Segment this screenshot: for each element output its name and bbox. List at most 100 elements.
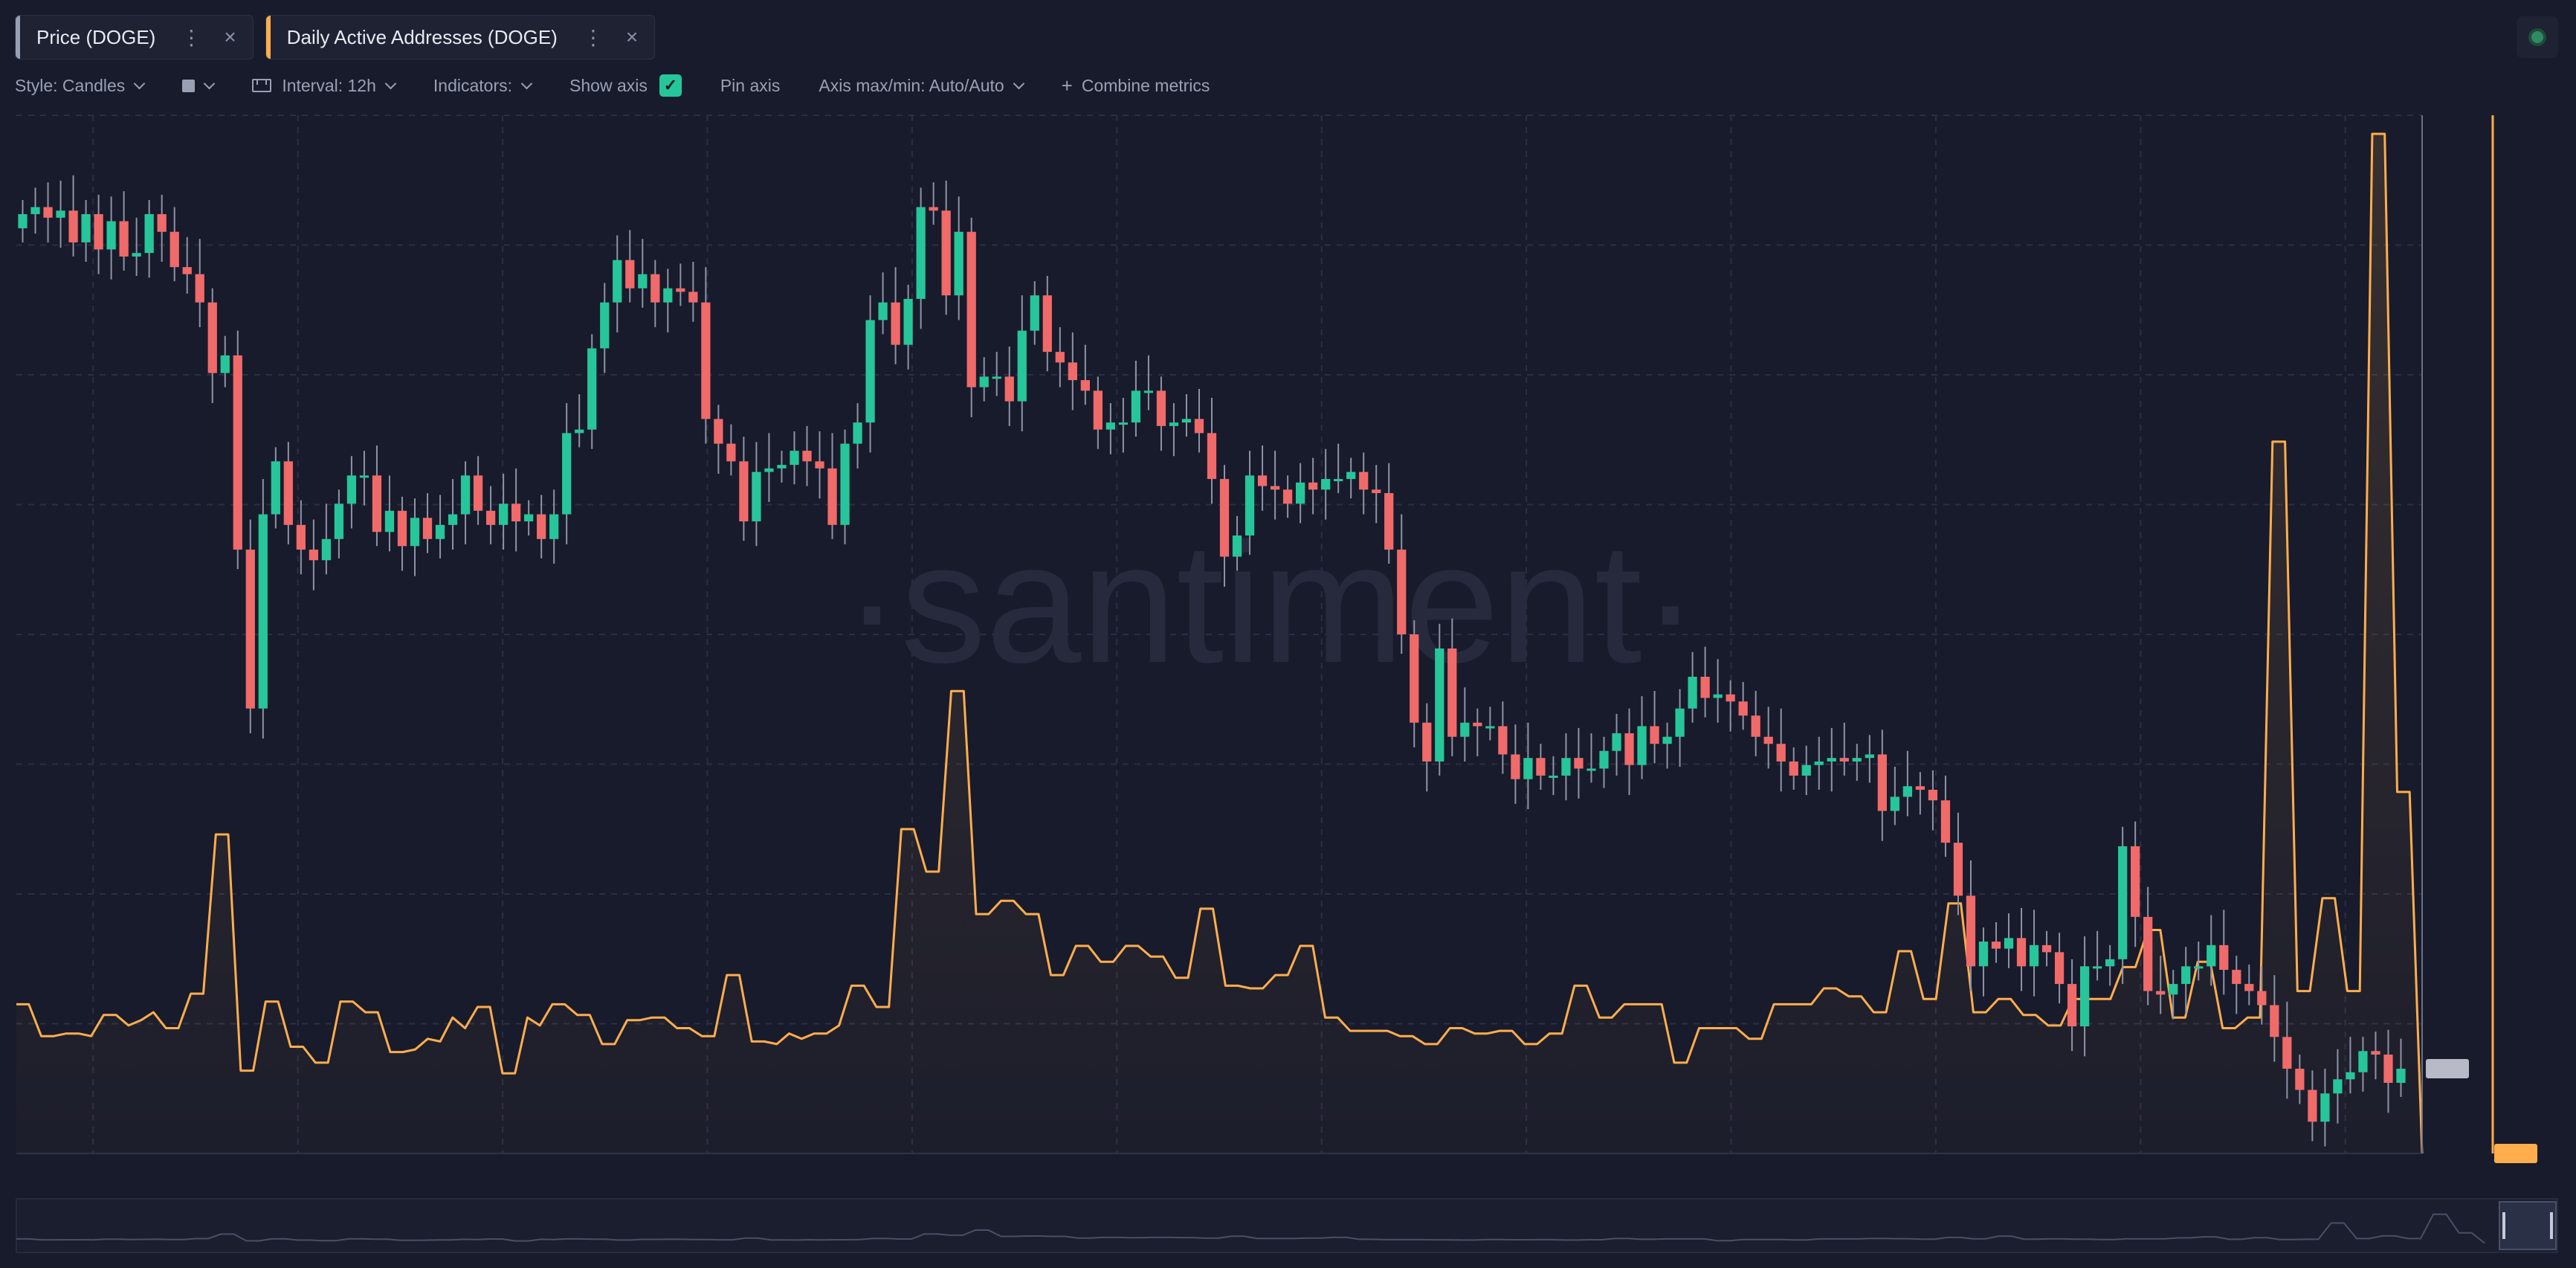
candle-down bbox=[372, 475, 382, 532]
candle-down bbox=[1991, 942, 2001, 949]
candle-up bbox=[1017, 330, 1027, 402]
candle-down bbox=[233, 355, 242, 550]
candle-up bbox=[524, 514, 534, 522]
interval-label: Interval: 12h bbox=[282, 75, 376, 95]
candle-down bbox=[309, 550, 318, 561]
candle-up bbox=[663, 288, 673, 303]
indicators-dropdown[interactable]: Indicators: bbox=[433, 75, 533, 96]
candle-up bbox=[2207, 944, 2216, 967]
indicators-label: Indicators: bbox=[433, 75, 513, 95]
candle-down bbox=[802, 451, 812, 462]
candle-up bbox=[1662, 736, 1672, 744]
show-axis-toggle[interactable]: Show axis ✓ bbox=[569, 74, 682, 97]
candle-down bbox=[1915, 786, 1925, 790]
candle-down bbox=[929, 207, 938, 211]
pin-axis-toggle[interactable]: Pin axis bbox=[720, 76, 781, 96]
candle-down bbox=[1839, 758, 1849, 762]
candle-up bbox=[2079, 966, 2090, 1027]
candle-up bbox=[321, 538, 332, 561]
candle-down bbox=[2371, 1051, 2380, 1055]
color-dropdown[interactable] bbox=[182, 77, 216, 92]
candle-down bbox=[1877, 754, 1887, 811]
candle-up bbox=[752, 472, 761, 522]
candle-down bbox=[2270, 1005, 2279, 1037]
candle-down bbox=[296, 524, 306, 550]
candle-down bbox=[714, 419, 723, 444]
candle-down bbox=[701, 302, 711, 419]
candle-up bbox=[613, 260, 622, 303]
candle-down bbox=[182, 267, 192, 274]
candle-down bbox=[511, 503, 521, 522]
tab-price-color-stripe bbox=[16, 16, 20, 59]
axis-minmax-dropdown[interactable]: Axis max/min: Auto/Auto bbox=[819, 76, 1024, 96]
interval-dropdown[interactable]: Interval: 12h bbox=[252, 75, 397, 96]
candle-up bbox=[1232, 535, 1242, 557]
candle-up bbox=[562, 433, 572, 515]
candle-down bbox=[473, 475, 483, 511]
plus-icon: + bbox=[1061, 74, 1073, 97]
tab-price-close-icon[interactable]: × bbox=[224, 25, 236, 48]
candle-up bbox=[549, 514, 559, 539]
candle-up bbox=[638, 274, 648, 289]
candle-down bbox=[1700, 676, 1710, 698]
candle-down bbox=[94, 213, 103, 250]
candle-up bbox=[2333, 1079, 2343, 1094]
candle-up bbox=[1181, 419, 1192, 423]
candle-up bbox=[1523, 758, 1533, 779]
candle-down bbox=[688, 292, 698, 303]
candle-up bbox=[30, 207, 40, 214]
candle-down bbox=[1372, 489, 1381, 494]
candle-down bbox=[2041, 944, 2052, 953]
candle-up bbox=[56, 210, 65, 218]
candle-down bbox=[283, 461, 293, 525]
candle-up bbox=[916, 207, 926, 299]
tab-price-doge[interactable]: Price (DOGE) ⋮ × bbox=[15, 15, 254, 59]
tab-price-label: Price (DOGE) bbox=[36, 25, 156, 48]
candle-down bbox=[2067, 984, 2077, 1027]
candle-up bbox=[1485, 726, 1495, 729]
candle-down bbox=[1624, 733, 1634, 765]
candle-down bbox=[245, 550, 255, 709]
candle-up bbox=[2320, 1093, 2330, 1122]
tab-daa-close-icon[interactable]: × bbox=[625, 25, 639, 48]
tab-daa-doge[interactable]: Daily Active Addresses (DOGE) ⋮ × bbox=[265, 15, 656, 59]
candle-up bbox=[220, 355, 230, 373]
candle-down bbox=[68, 210, 78, 242]
candle-up bbox=[1321, 479, 1331, 490]
candle-up bbox=[992, 376, 1001, 379]
candle-up bbox=[448, 514, 458, 525]
tab-price-more-icon[interactable]: ⋮ bbox=[181, 25, 202, 49]
candle-down bbox=[2054, 952, 2065, 985]
candle-down bbox=[625, 260, 635, 289]
candle-up bbox=[1902, 786, 1912, 797]
candle-down bbox=[1194, 419, 1204, 434]
status-dot-icon bbox=[2531, 31, 2543, 43]
candle-up bbox=[2169, 984, 2178, 995]
candle-down bbox=[815, 461, 824, 469]
range-navigator[interactable] bbox=[16, 1198, 2558, 1253]
status-indicator-button[interactable] bbox=[2517, 16, 2558, 58]
candle-down bbox=[1789, 761, 1798, 776]
candle-down bbox=[2295, 1069, 2305, 1090]
show-axis-checkbox[interactable]: ✓ bbox=[659, 74, 682, 97]
candle-down bbox=[676, 288, 685, 292]
tab-daa-more-icon[interactable]: ⋮ bbox=[582, 25, 604, 49]
navigator-background bbox=[16, 1198, 2558, 1253]
candle-down bbox=[2143, 916, 2153, 991]
show-axis-label: Show axis bbox=[569, 75, 648, 95]
candle-up bbox=[853, 422, 862, 444]
candle-down bbox=[2308, 1090, 2317, 1122]
candle-down bbox=[195, 274, 204, 303]
candle-up bbox=[764, 468, 774, 472]
candle-up bbox=[2194, 966, 2204, 969]
candle-up bbox=[271, 461, 280, 515]
ruler-icon bbox=[252, 79, 272, 92]
candle-up bbox=[144, 213, 154, 254]
candle-up bbox=[18, 213, 28, 228]
combine-metrics-button[interactable]: + Combine metrics bbox=[1062, 74, 1210, 97]
style-dropdown[interactable]: Style: Candles bbox=[15, 76, 146, 96]
candle-down bbox=[2282, 1037, 2292, 1069]
candle-down bbox=[2219, 944, 2229, 971]
candle-down bbox=[1308, 482, 1318, 490]
